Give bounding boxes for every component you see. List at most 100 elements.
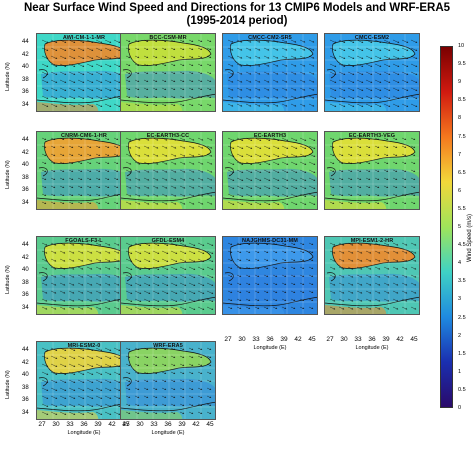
panel-label: FGOALS-F3-L [65,238,103,244]
latitude-tick: 42 [22,359,29,366]
wind-field-map [37,237,131,314]
anatolia-region [41,168,131,197]
title-line-2: (1995-2014 period) [186,15,288,27]
latitude-tick: 36 [22,89,29,95]
panel-label: NAJGHMS-DC31-MM [242,238,298,244]
black-sea-region [230,138,313,164]
wind-field-map [223,34,317,111]
panel-label: CMCC-CM2-SR5 [248,35,292,41]
graticule [325,34,419,111]
panel-fgoals-f3-l: FGOALS-F3-L [36,236,132,315]
latitude-tick: 40 [22,267,29,273]
colorbar-tick: 4.5 [458,242,466,249]
panel-label: CMCC-ESM2 [354,35,390,41]
colorbar-tick: 3.5 [458,278,466,285]
colorbar-tick: 2.5 [458,314,466,321]
wind-vectors [125,242,214,310]
longitude-tick: 42 [192,421,200,428]
panel-ec-earth3: EC-EARTH3 [222,131,318,210]
wind-field-map [121,34,215,111]
wind-vectors [125,39,212,106]
panel-ec-earth3-veg: EC-EARTH3-VEG [324,131,420,210]
panel-cmcc-cm2-sr5: CMCC-CM2-SR5 [222,33,318,112]
wind-field-map [223,132,317,209]
colorbar-tick: 7.5 [458,133,466,140]
latitude-tick: 44 [22,137,29,143]
black-sea-region [230,243,313,269]
longitude-tick: 33 [66,421,74,428]
black-sea-region [44,138,127,164]
mediterranean-region [37,410,99,419]
panel-bcc-csm-mr: BCC-CSM-MR [120,33,216,112]
anatolia-region [329,168,419,197]
black-sea-region [128,138,211,164]
wind-vectors [329,39,418,107]
mediterranean-region [223,102,285,111]
colorbar-tick: 9 [458,79,462,86]
longitude-tick: 42 [396,336,404,343]
mediterranean-region [37,200,99,209]
mediterranean-region [223,200,285,209]
mediterranean-region [37,102,99,111]
panel-label: AWI-CM-1-1-MR [62,35,106,41]
wind-field-map [223,237,317,314]
anatolia-region [41,378,131,407]
panel-ec-earth3-cc: EC-EARTH3-CC [120,131,216,210]
anatolia-region [329,273,419,302]
longitude-tick: 33 [354,336,362,343]
wind-field-map [121,132,215,209]
graticule [223,237,317,314]
longitude-tick: 30 [238,336,246,343]
longitude-tick: 42 [294,336,302,343]
longitude-tick: 39 [382,336,390,343]
mediterranean-region [121,410,183,419]
wind-vectors [125,137,213,205]
longitude-tick: 39 [178,421,186,428]
colorbar-title: Wind Speed (m/s) [467,213,473,262]
longitude-tick: 36 [164,421,172,428]
colorbar-tick: 7 [458,151,462,158]
black-sea-region [332,138,415,164]
longitude-tick: 27 [38,421,46,428]
mediterranean-region [37,305,99,314]
latitude-tick: 40 [22,64,29,70]
anatolia-region [227,273,317,302]
colorbar-tick: 6.5 [458,169,466,176]
latitude-tick: 44 [22,242,29,248]
panel-label: EC-EARTH3-VEG [348,133,396,139]
longitude-tick: 45 [206,421,214,428]
longitude-tick: 30 [340,336,348,343]
latitude-tick: 42 [22,149,29,156]
longitude-tick: 39 [280,336,288,343]
longitude-axis-title: Longitude (E) [355,345,389,351]
wind-field-map [37,34,131,111]
black-sea-region [332,40,415,66]
graticule [223,132,317,209]
panel-label: CNRM-CM6-1-HR [61,133,107,139]
wind-vectors [227,242,314,309]
colorbar-tick: 6 [458,187,462,194]
longitude-tick: 42 [108,421,116,428]
mediterranean-region [325,200,387,209]
panel-najghms-dc31-mm: NAJGHMS-DC31-MM [222,236,318,315]
colorbar-tick: 8 [458,115,462,122]
colorbar-tick: 8.5 [458,97,466,104]
black-sea-region [332,243,415,269]
panel-mri-esm2-0: MRI-ESM2-0 [36,341,132,420]
wind-vectors [41,39,130,107]
wind-vectors [41,242,129,310]
latitude-tick: 34 [22,304,29,311]
mediterranean-region [121,305,183,314]
colorbar-tick: 4 [458,260,462,267]
panel-cmcc-esm2: CMCC-ESM2 [324,33,420,112]
latitude-tick: 40 [22,162,29,168]
panel-label: MPI-ESM1-2-HR [350,238,394,244]
wind-vectors [125,347,212,414]
latitude-tick: 38 [22,174,29,181]
longitude-tick: 30 [136,421,144,428]
longitude-tick: 33 [150,421,158,428]
latitude-tick: 36 [22,187,29,193]
colorbar-tick: 0.5 [458,386,466,393]
longitude-ticks: 27 30 33 36 39 42 45 [222,336,318,345]
graticule [37,132,131,209]
